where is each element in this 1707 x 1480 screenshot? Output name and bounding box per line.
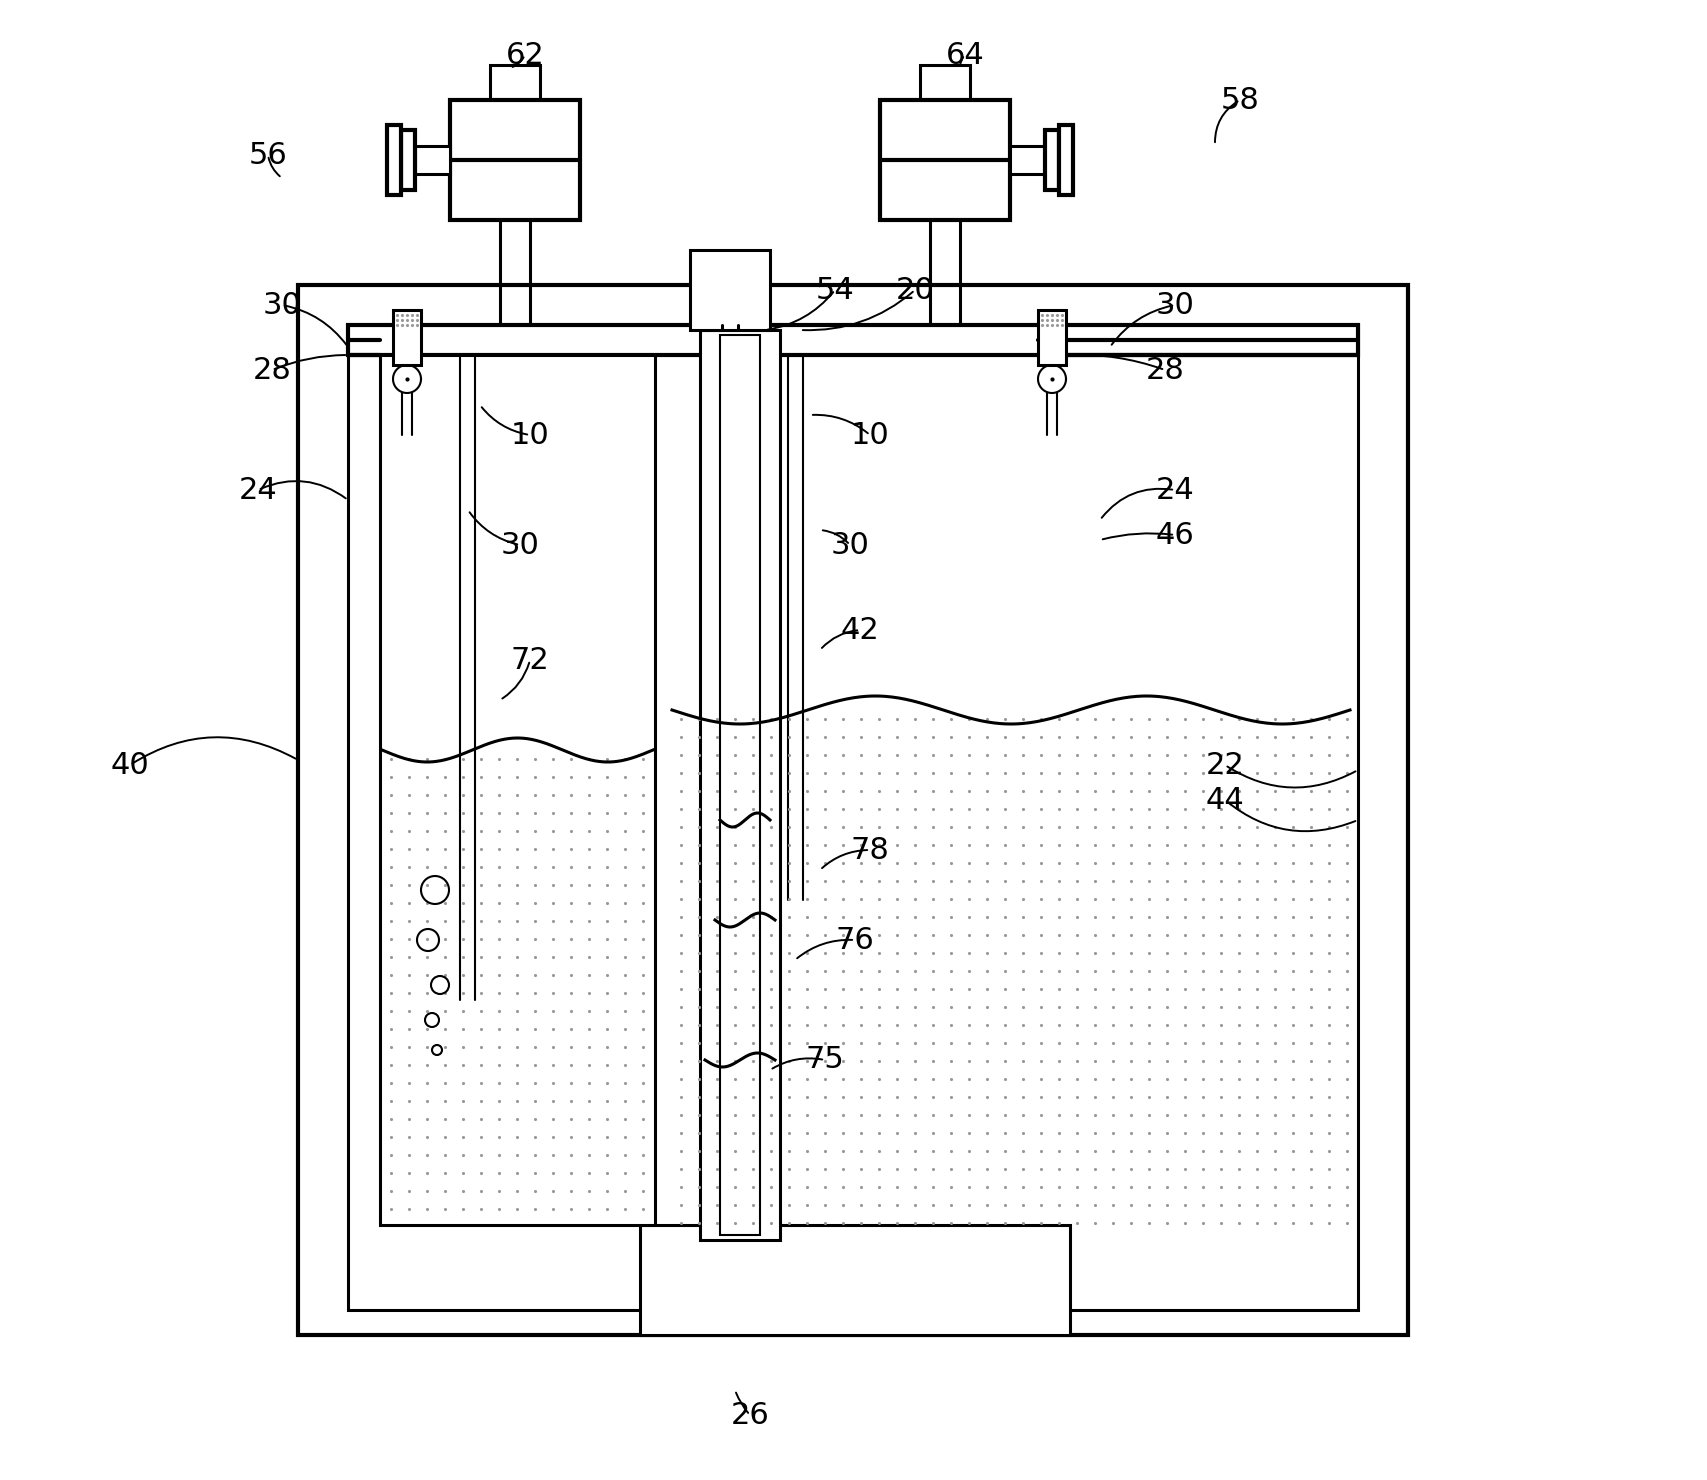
Text: 40: 40 <box>111 750 149 780</box>
Text: 72: 72 <box>510 645 550 675</box>
Bar <box>297 286 1407 1335</box>
Bar <box>348 326 1357 1310</box>
Bar <box>1009 147 1045 175</box>
Bar <box>690 250 770 330</box>
Text: 42: 42 <box>840 616 879 644</box>
Text: 56: 56 <box>249 141 287 170</box>
Bar <box>348 326 1357 355</box>
Text: 76: 76 <box>835 925 874 955</box>
Text: 24: 24 <box>1156 475 1193 505</box>
Text: 46: 46 <box>1156 521 1193 549</box>
Bar <box>449 101 580 221</box>
Text: 30: 30 <box>263 290 300 320</box>
Bar <box>720 334 760 1234</box>
Text: 64: 64 <box>946 40 983 70</box>
Bar <box>490 65 539 101</box>
Text: 78: 78 <box>850 836 889 864</box>
Bar <box>393 309 420 366</box>
Text: 28: 28 <box>1145 355 1183 385</box>
Bar <box>640 1225 1069 1335</box>
Text: 30: 30 <box>830 530 869 559</box>
Text: 10: 10 <box>850 420 889 450</box>
Bar <box>1038 309 1065 366</box>
Bar <box>700 330 780 1240</box>
Text: 28: 28 <box>253 355 292 385</box>
Text: 22: 22 <box>1205 750 1244 780</box>
Text: 30: 30 <box>500 530 539 559</box>
Bar <box>1058 124 1072 195</box>
Text: 75: 75 <box>806 1045 843 1074</box>
Bar <box>879 101 1009 221</box>
Text: 44: 44 <box>1205 786 1244 814</box>
Text: 62: 62 <box>505 40 545 70</box>
Bar <box>379 355 654 1225</box>
Text: 30: 30 <box>1156 290 1193 320</box>
Text: 24: 24 <box>239 475 277 505</box>
Text: 54: 54 <box>816 275 854 305</box>
Text: 26: 26 <box>731 1400 768 1430</box>
Bar <box>415 147 449 175</box>
Text: 10: 10 <box>510 420 550 450</box>
Text: 58: 58 <box>1221 86 1258 114</box>
Bar <box>920 65 970 101</box>
Bar <box>401 130 415 189</box>
Bar <box>1045 130 1058 189</box>
Text: 20: 20 <box>894 275 934 305</box>
Bar <box>387 124 401 195</box>
